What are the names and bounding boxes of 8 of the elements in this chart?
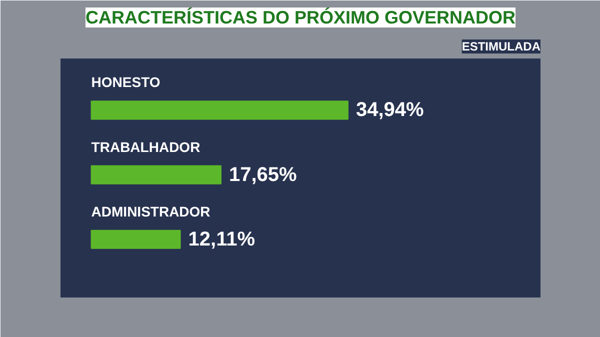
chart-title: CARACTERÍSTICAS DO PRÓXIMO GOVERNADOR (85, 8, 516, 28)
data-label: 17,65% (228, 164, 298, 186)
data-label: 34,94% (356, 99, 424, 122)
y-tick-label: TRABALHADOR (91, 138, 200, 155)
data-label: 12,11% (188, 228, 256, 250)
y-tick-label: HONESTO (91, 74, 160, 90)
y-tick-label: ADMINISTRADOR (91, 203, 210, 220)
text: ESTIMULADA (462, 40, 541, 54)
